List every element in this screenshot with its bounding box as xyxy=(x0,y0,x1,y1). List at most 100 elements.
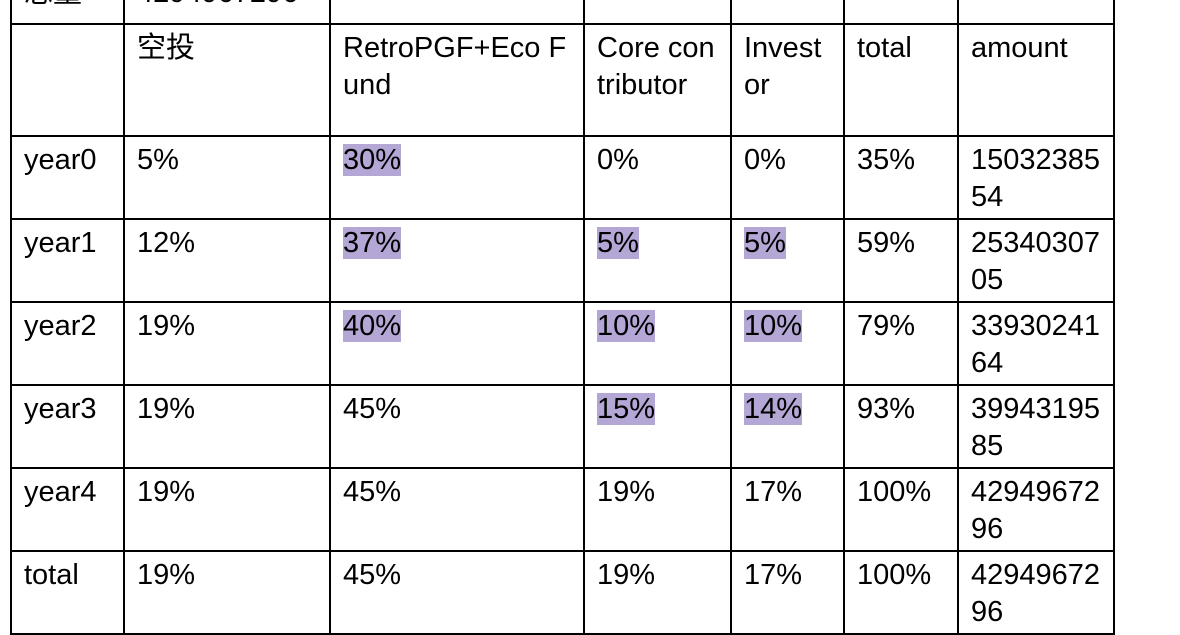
table-body: 总量 4294967296 空投 RetroPGF+Eco Fund Core … xyxy=(10,0,1115,635)
total-supply-row: 总量 4294967296 xyxy=(10,0,1115,25)
table-cell: 14% xyxy=(730,384,845,469)
table-cell: 35% xyxy=(843,135,959,220)
table-cell: 10% xyxy=(730,301,845,386)
table-row: year0 5% 30% 0% 0% 35% 1503238554 xyxy=(10,135,1115,220)
total-supply-value: 4294967296 xyxy=(123,0,331,25)
cell-value: 17% xyxy=(744,559,803,591)
header-cell-corner xyxy=(10,23,125,137)
table-cell: 5% xyxy=(583,218,732,303)
cell-value: 100% xyxy=(857,559,932,591)
cell-value: 35% xyxy=(857,144,916,176)
header-cell-total: total xyxy=(843,23,959,137)
cell-value: 19% xyxy=(137,310,196,342)
highlighted-value: 37% xyxy=(343,227,402,259)
highlighted-value: 10% xyxy=(744,310,803,342)
table-cell: 19% xyxy=(123,384,331,469)
table-cell: 3393024164 xyxy=(957,301,1115,386)
table-cell: 45% xyxy=(329,467,585,552)
table-cell: 37% xyxy=(329,218,585,303)
table-cell: 19% xyxy=(123,301,331,386)
table-cell: 0% xyxy=(730,135,845,220)
table-cell: 4294967296 xyxy=(957,550,1115,635)
table-row: year4 19% 45% 19% 17% 100% 4294967296 xyxy=(10,467,1115,552)
cell-value: 19% xyxy=(137,559,196,591)
row-label: year0 xyxy=(10,135,125,220)
empty-cell xyxy=(957,0,1115,25)
row-label: year3 xyxy=(10,384,125,469)
table-cell: 45% xyxy=(329,550,585,635)
cell-value: 1503238554 xyxy=(971,144,1101,213)
cell-value: 19% xyxy=(137,393,196,425)
table-cell: 45% xyxy=(329,384,585,469)
table-cell: 19% xyxy=(123,550,331,635)
row-label: year2 xyxy=(10,301,125,386)
table-cell: 19% xyxy=(583,467,732,552)
header-cell-core-contributor: Core contributor xyxy=(583,23,732,137)
table-row: year1 12% 37% 5% 5% 59% 2534030705 xyxy=(10,218,1115,303)
table-cell: 19% xyxy=(583,550,732,635)
table-cell: 0% xyxy=(583,135,732,220)
cell-value: 12% xyxy=(137,227,196,259)
header-cell-amount: amount xyxy=(957,23,1115,137)
total-supply-label: 总量 xyxy=(10,0,125,25)
empty-cell xyxy=(730,0,845,25)
cell-value: 17% xyxy=(744,476,803,508)
table-cell: 17% xyxy=(730,550,845,635)
table-cell: 1503238554 xyxy=(957,135,1115,220)
highlighted-value: 5% xyxy=(744,227,786,259)
cell-value: 45% xyxy=(343,559,402,591)
highlighted-value: 30% xyxy=(343,144,402,176)
highlighted-value: 15% xyxy=(597,393,656,425)
header-row: 空投 RetroPGF+Eco Fund Core contributor In… xyxy=(10,23,1115,137)
table-cell: 40% xyxy=(329,301,585,386)
table-cell: 10% xyxy=(583,301,732,386)
cell-value: 79% xyxy=(857,310,916,342)
empty-cell xyxy=(329,0,585,25)
row-label: total xyxy=(10,550,125,635)
table-cell: 5% xyxy=(730,218,845,303)
table-cell: 30% xyxy=(329,135,585,220)
highlighted-value: 40% xyxy=(343,310,402,342)
header-cell-investor: Investor xyxy=(730,23,845,137)
cell-value: 100% xyxy=(857,476,932,508)
table-cell: 2534030705 xyxy=(957,218,1115,303)
allocation-table: 总量 4294967296 空投 RetroPGF+Eco Fund Core … xyxy=(10,0,1115,635)
empty-cell xyxy=(583,0,732,25)
table-cell: 5% xyxy=(123,135,331,220)
table-row: total 19% 45% 19% 17% 100% 4294967296 xyxy=(10,550,1115,635)
table-row: year2 19% 40% 10% 10% 79% 3393024164 xyxy=(10,301,1115,386)
cell-value: 5% xyxy=(137,144,179,176)
table-cell: 12% xyxy=(123,218,331,303)
cell-value: 59% xyxy=(857,227,916,259)
highlighted-value: 5% xyxy=(597,227,639,259)
cell-value: 4294967296 xyxy=(971,559,1101,628)
cell-value: 45% xyxy=(343,393,402,425)
table-row: year3 19% 45% 15% 14% 93% 3994319585 xyxy=(10,384,1115,469)
cell-value: 19% xyxy=(137,476,196,508)
cell-value: 19% xyxy=(597,559,656,591)
cell-value: 2534030705 xyxy=(971,227,1101,296)
header-cell-airdrop: 空投 xyxy=(123,23,331,137)
table-cell: 4294967296 xyxy=(957,467,1115,552)
row-label: year4 xyxy=(10,467,125,552)
table-cell: 93% xyxy=(843,384,959,469)
highlighted-value: 10% xyxy=(597,310,656,342)
cell-value: 3393024164 xyxy=(971,310,1101,379)
row-label: year1 xyxy=(10,218,125,303)
table-cell: 15% xyxy=(583,384,732,469)
table-cell: 100% xyxy=(843,550,959,635)
cell-value: 19% xyxy=(597,476,656,508)
cell-value: 45% xyxy=(343,476,402,508)
table-cell: 19% xyxy=(123,467,331,552)
table-cell: 79% xyxy=(843,301,959,386)
cell-value: 4294967296 xyxy=(971,476,1101,545)
highlighted-value: 14% xyxy=(744,393,803,425)
table-cell: 3994319585 xyxy=(957,384,1115,469)
header-cell-retropgf: RetroPGF+Eco Fund xyxy=(329,23,585,137)
cell-value: 0% xyxy=(744,144,786,176)
table-cell: 100% xyxy=(843,467,959,552)
table-cell: 59% xyxy=(843,218,959,303)
cell-value: 3994319585 xyxy=(971,393,1101,462)
cell-value: 0% xyxy=(597,144,639,176)
cell-value: 93% xyxy=(857,393,916,425)
